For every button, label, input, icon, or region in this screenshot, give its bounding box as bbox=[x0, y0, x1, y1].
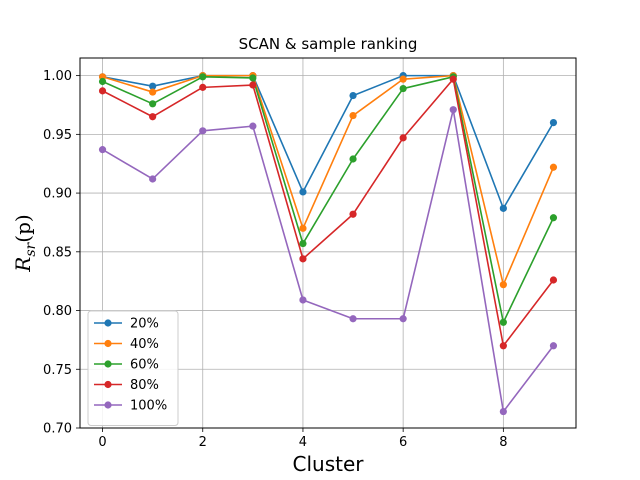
data-point-80-percent bbox=[98, 87, 107, 95]
data-point-100-percent bbox=[299, 296, 307, 304]
data-point-60-percent bbox=[349, 155, 357, 163]
data-point-100-percent bbox=[98, 146, 107, 154]
y-tick-label: 1.00 bbox=[43, 69, 72, 84]
data-point-40-percent bbox=[149, 88, 157, 96]
x-axis: 0 2 4 6 8 bbox=[98, 428, 507, 450]
y-tick-label: 0.70 bbox=[43, 422, 72, 437]
data-point-40-percent bbox=[399, 75, 407, 83]
y-axis-label-main: R bbox=[11, 257, 35, 273]
data-point-100-percent bbox=[399, 315, 407, 323]
data-point-80-percent bbox=[199, 83, 207, 91]
data-point-40-percent bbox=[349, 111, 357, 120]
data-point-20-percent bbox=[349, 91, 357, 100]
legend-marker-80-percent bbox=[104, 380, 112, 389]
series-line-100-percent bbox=[102, 108, 555, 413]
data-point-100-percent bbox=[549, 342, 558, 350]
y-tick-label: 0.95 bbox=[43, 128, 72, 143]
y-tick-label: 0.90 bbox=[43, 187, 72, 202]
legend: 20% 40% 60% 80% 100% bbox=[87, 310, 179, 426]
data-point-80-percent bbox=[549, 276, 558, 284]
data-point-20-percent bbox=[549, 119, 558, 127]
series-line-80-percent bbox=[102, 78, 555, 347]
data-point-100-percent bbox=[199, 127, 207, 135]
legend-label-40-percent: 40% bbox=[130, 337, 159, 352]
data-point-60-percent bbox=[98, 77, 107, 86]
data-point-40-percent bbox=[549, 163, 558, 171]
y-axis-label-subscript: sr bbox=[23, 241, 39, 256]
data-point-60-percent bbox=[149, 100, 157, 108]
y-axis-label: Rsr(p) bbox=[11, 214, 39, 272]
x-tick-label: 4 bbox=[299, 435, 307, 450]
y-tick-label: 0.85 bbox=[43, 245, 72, 260]
series-line-60-percent bbox=[102, 75, 555, 324]
legend-label-100-percent: 100% bbox=[130, 399, 167, 414]
legend-marker-100-percent bbox=[104, 401, 112, 409]
data-point-40-percent bbox=[499, 281, 507, 289]
legend-marker-20-percent bbox=[104, 319, 112, 327]
legend-label-60-percent: 60% bbox=[130, 358, 159, 373]
data-point-100-percent bbox=[149, 175, 157, 183]
series-group bbox=[98, 72, 558, 416]
data-point-100-percent bbox=[499, 407, 507, 416]
legend-marker-60-percent bbox=[104, 360, 112, 368]
data-point-80-percent bbox=[499, 342, 507, 350]
data-point-80-percent bbox=[399, 134, 407, 142]
data-point-80-percent bbox=[449, 75, 457, 83]
series-line-20-percent bbox=[102, 74, 555, 210]
legend-box bbox=[87, 310, 179, 426]
data-point-60-percent bbox=[199, 73, 207, 81]
plot-frame bbox=[79, 57, 577, 429]
x-tick-label: 8 bbox=[499, 435, 507, 450]
y-tick-label: 0.80 bbox=[43, 304, 72, 319]
data-point-60-percent bbox=[399, 84, 407, 93]
data-point-100-percent bbox=[349, 315, 357, 323]
data-point-100-percent bbox=[249, 122, 257, 130]
data-point-20-percent bbox=[149, 82, 157, 90]
y-axis-label-argument: (p) bbox=[11, 214, 35, 242]
data-point-40-percent bbox=[299, 224, 307, 232]
x-tick-label: 0 bbox=[98, 435, 106, 450]
data-point-60-percent bbox=[249, 74, 257, 82]
data-point-20-percent bbox=[299, 188, 307, 196]
legend-label-80-percent: 80% bbox=[130, 378, 159, 393]
data-point-80-percent bbox=[349, 210, 357, 218]
y-tick-label: 0.75 bbox=[43, 363, 72, 378]
legend-marker-40-percent bbox=[104, 339, 112, 348]
data-point-100-percent bbox=[449, 106, 457, 114]
legend-label-20-percent: 20% bbox=[130, 317, 159, 332]
data-point-60-percent bbox=[299, 239, 307, 248]
data-point-60-percent bbox=[499, 318, 507, 326]
x-tick-label: 6 bbox=[399, 435, 407, 450]
chart-title: SCAN & sample ranking bbox=[239, 35, 418, 53]
y-axis: 0.70 0.75 0.80 0.85 0.90 0.95 1.00 bbox=[43, 69, 80, 437]
series-line-40-percent bbox=[102, 74, 555, 286]
data-point-60-percent bbox=[549, 214, 558, 222]
data-point-20-percent bbox=[499, 204, 507, 212]
data-point-80-percent bbox=[299, 255, 307, 263]
data-point-80-percent bbox=[149, 113, 157, 121]
x-axis-label: Cluster bbox=[293, 452, 365, 476]
x-tick-label: 2 bbox=[199, 435, 207, 450]
data-point-80-percent bbox=[249, 81, 257, 89]
